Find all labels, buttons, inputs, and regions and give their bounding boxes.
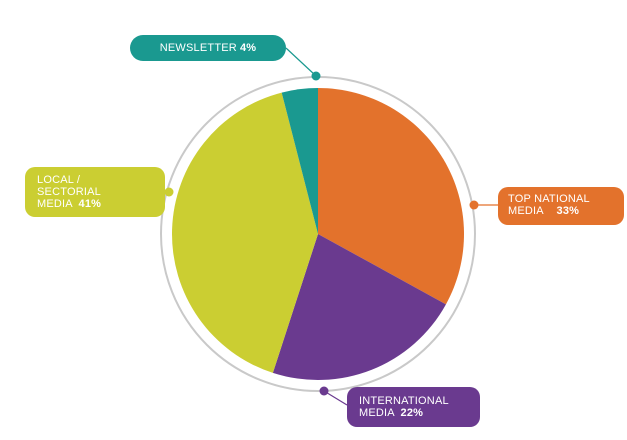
intl-pct: 22%	[400, 407, 424, 419]
top-pct: 33%	[556, 205, 580, 217]
local-label-line2: SECTORIAL	[37, 186, 101, 198]
intl-label-line1: INTERNATIONAL	[359, 395, 449, 407]
newsletter-label: NEWSLETTER	[159, 42, 237, 54]
newsletter-leader-dot	[311, 71, 321, 81]
pie-slice-newsletter	[281, 88, 318, 234]
callout-local-sectorial-media: LOCAL / SECTORIAL MEDIA 41%	[25, 167, 165, 217]
newsletter-pct: 4%	[239, 42, 257, 54]
local-pct: 41%	[78, 198, 102, 210]
newsletter-leader-line	[285, 47, 316, 76]
pie-slice-local-sectorial-media	[171, 92, 318, 373]
pie-slice-international-media	[272, 234, 446, 380]
local-label-line1: LOCAL /	[37, 174, 81, 186]
callout-newsletter: NEWSLETTER 4%	[130, 35, 286, 61]
top-label-line1: TOP NATIONAL	[508, 193, 590, 205]
pie-slices	[171, 88, 464, 380]
local-label-line3: MEDIA	[37, 198, 73, 210]
top-label-line2: MEDIA	[508, 205, 544, 217]
leader-lines	[164, 47, 498, 406]
callout-international-media: INTERNATIONAL MEDIA 22%	[347, 387, 480, 427]
top-leader-dot	[469, 200, 479, 210]
intl-label-line2: MEDIA	[359, 407, 395, 419]
pie-slice-top-national-media	[318, 88, 464, 305]
intl-leader-dot	[319, 386, 329, 396]
local-leader-dot	[164, 187, 174, 197]
callout-top-national-media: TOP NATIONAL MEDIA 33%	[498, 187, 624, 225]
